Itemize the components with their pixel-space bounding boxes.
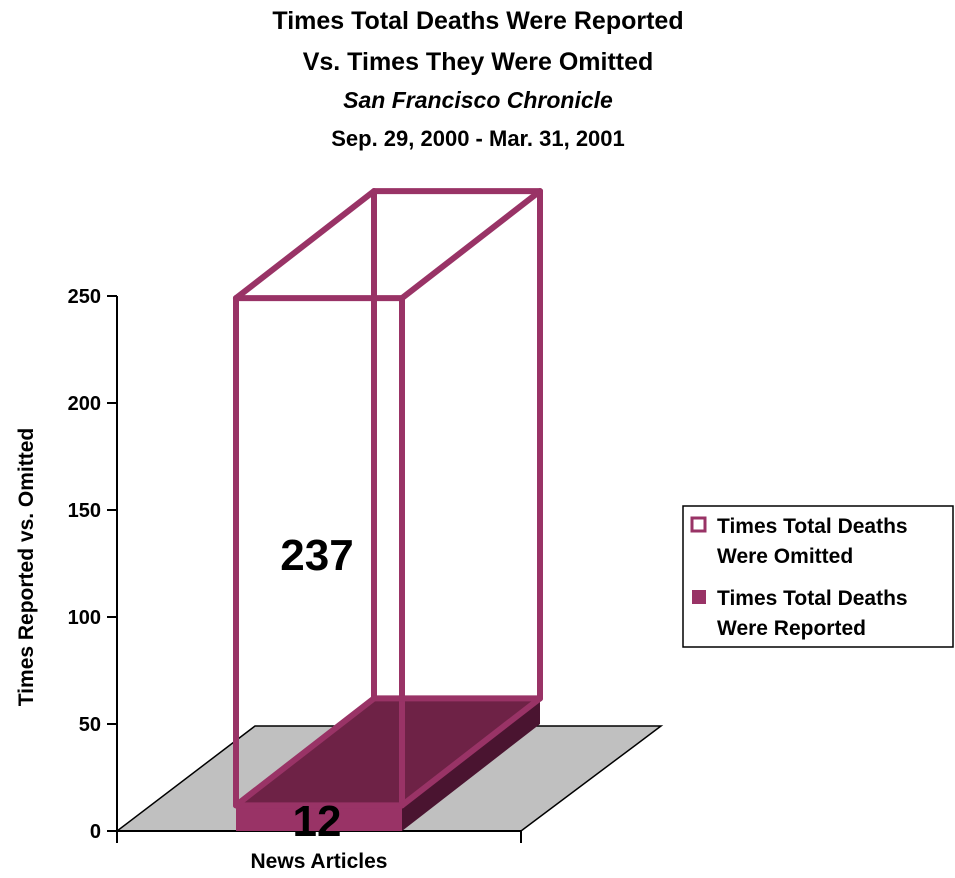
chart-title-line1: Times Total Deaths Were Reported	[272, 7, 683, 35]
legend: Times Total Deaths Were Omitted Times To…	[682, 505, 954, 648]
legend-box	[682, 505, 954, 648]
y-axis-label: Times Reported vs. Omitted	[15, 428, 38, 707]
data-label-omitted: 237	[280, 531, 353, 580]
legend-label-reported-line2: Were Reported	[717, 617, 866, 640]
legend-swatch-omitted	[690, 516, 707, 533]
y-tick-label: 0	[90, 821, 101, 843]
y-tick-label: 50	[79, 714, 101, 736]
y-axis-ticks: 0 50 100 150 200 250	[68, 286, 117, 843]
data-label-reported: 12	[293, 797, 342, 846]
chart-subtitle: San Francisco Chronicle	[343, 87, 613, 113]
bar-omitted-edge	[233, 188, 377, 302]
legend-label-omitted-line2: Were Omitted	[717, 545, 853, 568]
legend-swatch-reported	[692, 590, 706, 604]
chart-title-line2: Vs. Times They Were Omitted	[303, 48, 654, 76]
bar-reported-front	[236, 805, 402, 831]
legend-label-omitted-line1: Times Total Deaths	[717, 515, 908, 538]
chart-date-range: Sep. 29, 2000 - Mar. 31, 2001	[331, 126, 625, 151]
bar-omitted-edge	[399, 695, 543, 809]
x-axis-label: News Articles	[251, 850, 388, 873]
legend-label-reported-line1: Times Total Deaths	[717, 587, 908, 610]
y-tick-label: 250	[68, 286, 101, 308]
y-tick-label: 150	[68, 500, 101, 522]
bar-reported-side	[402, 698, 540, 831]
bar-reported-top	[236, 698, 540, 806]
y-tick-label: 200	[68, 393, 101, 415]
y-tick-label: 100	[68, 607, 101, 629]
bar-group	[233, 188, 543, 831]
bar-omitted-edge	[399, 188, 543, 302]
bar-omitted-edge	[233, 695, 377, 809]
